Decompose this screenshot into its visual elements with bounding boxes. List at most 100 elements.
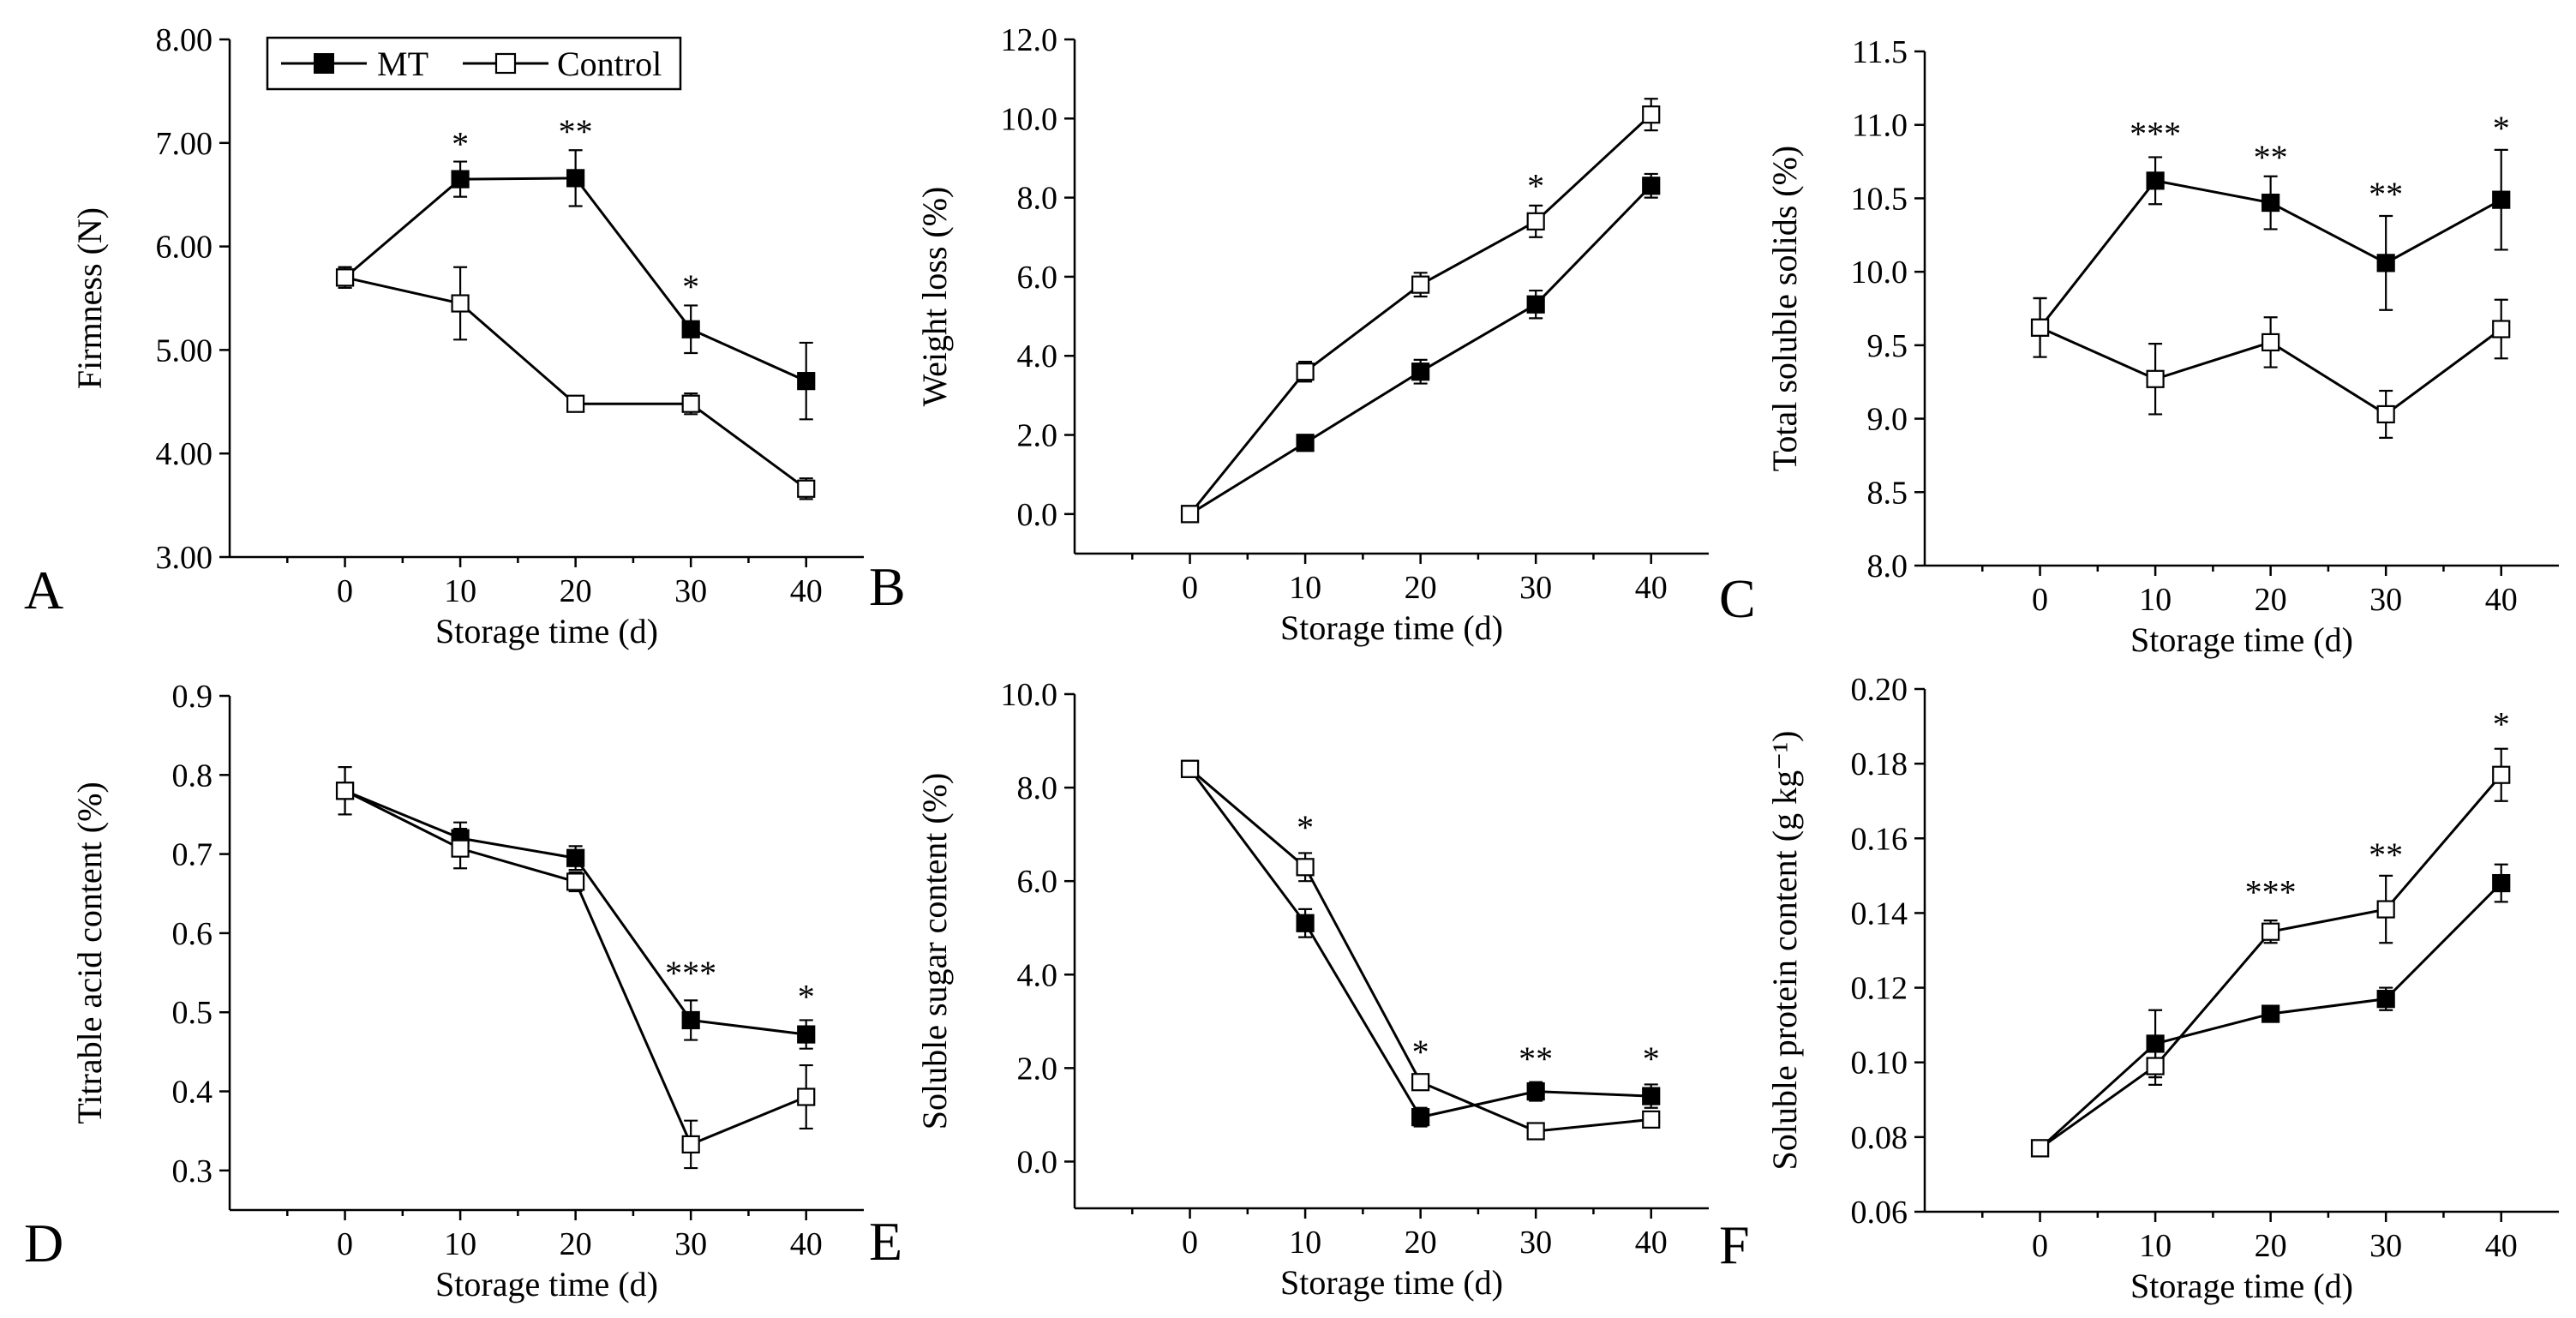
data-point: [1296, 434, 1315, 452]
x-tick-label: 40: [1635, 570, 1668, 606]
y-axis-title: Firmness (N): [70, 207, 109, 389]
x-tick-label: 40: [2485, 1228, 2518, 1264]
significance-label: *: [452, 124, 469, 163]
y-tick-label: 8.0: [1017, 181, 1058, 217]
data-point: [2146, 171, 2165, 190]
y-tick-label: 8.00: [156, 22, 213, 58]
data-point: [335, 268, 355, 287]
significance-label: ***: [2130, 115, 2181, 153]
series-control: [335, 266, 816, 500]
significance-label: *: [1412, 1033, 1429, 1071]
series-control: [2030, 747, 2511, 1158]
data-point: [566, 872, 585, 891]
data-point: [1296, 362, 1315, 381]
y-tick-label: 5.00: [156, 332, 213, 368]
significance-label: *: [2493, 109, 2510, 147]
series-line: [1189, 113, 1652, 515]
panel-f: 0.06 0.08 0.10 0.12 0.14 0.16 0.18 0.20 0 10 20 30 4…: [1719, 672, 2559, 1305]
panel-letter: C: [1719, 568, 1756, 629]
x-axis-title: Storage time (d): [435, 612, 658, 650]
series-mt: [335, 765, 816, 1050]
data-point: [1526, 212, 1545, 231]
legend-mt-marker: [314, 53, 334, 74]
x-tick-label: 30: [674, 1226, 707, 1262]
x-tick-label: 10: [444, 1226, 476, 1262]
legend-mt-label: MT: [377, 45, 428, 83]
significance-label: *: [1527, 167, 1544, 206]
y-tick-label: 9.0: [1867, 402, 1908, 438]
x-tick-label: 40: [790, 573, 823, 609]
panel-letter: D: [24, 1213, 63, 1273]
data-point: [797, 1087, 816, 1106]
data-point: [2492, 320, 2511, 338]
x-tick-label: 20: [1405, 570, 1437, 606]
y-tick-label: 0.08: [1851, 1120, 1908, 1156]
data-point: [1411, 1073, 1430, 1092]
y-tick-label: 0.16: [1851, 821, 1908, 857]
y-tick-label: 0.9: [172, 679, 213, 715]
x-tick-label: 20: [560, 573, 592, 609]
y-tick-label: 12.0: [1001, 22, 1058, 58]
data-point: [1526, 1082, 1545, 1101]
legend: MT Control: [266, 36, 682, 91]
y-tick-label: 0.0: [1017, 497, 1058, 533]
y-tick-label: 11.5: [1852, 34, 1908, 70]
series-control: [2030, 297, 2511, 439]
panel-letter: A: [24, 560, 63, 620]
y-tick-label: 10.0: [1001, 677, 1058, 713]
significance-label: *: [1297, 808, 1314, 847]
y-tick-label: 9.5: [1867, 328, 1908, 364]
x-axis-title: Storage time (d): [1280, 1263, 1503, 1302]
x-tick-label: 10: [2139, 582, 2172, 618]
y-tick-label: 0.10: [1851, 1045, 1908, 1081]
data-point: [797, 372, 816, 391]
y-tick-label: 0.14: [1851, 896, 1908, 932]
x-axis-title: Storage time (d): [435, 1265, 658, 1303]
panel-a: 3.00 4.00 5.00 6.00 7.00 8.00 0 10 20 30 40 Storage…: [24, 22, 864, 650]
significance-label: ***: [665, 954, 716, 992]
panel-letter: B: [869, 556, 906, 617]
data-point: [681, 1135, 700, 1153]
panel-c: 8.0 8.5 9.0 9.5 10.0 10.5 11.0 11.5 0 10 20 30 40 Sto…: [1719, 34, 2559, 659]
data-point: [2376, 990, 2395, 1009]
x-tick-label: 30: [2369, 582, 2402, 618]
data-point: [2376, 404, 2395, 424]
significance-label: *: [1643, 1039, 1660, 1078]
data-point: [566, 394, 585, 413]
data-point: [2146, 369, 2165, 388]
x-tick-label: 20: [560, 1226, 592, 1262]
x-tick-label: 0: [2032, 582, 2048, 618]
x-axis-title: Storage time (d): [2130, 620, 2353, 659]
y-tick-label: 0.4: [172, 1075, 213, 1111]
y-axis-title: Soluble sugar content (%): [915, 773, 954, 1130]
significance-label: **: [1519, 1039, 1553, 1078]
data-point: [2376, 900, 2395, 919]
data-point: [1411, 362, 1430, 381]
data-point: [451, 839, 470, 858]
x-tick-label: 0: [1182, 1225, 1198, 1261]
x-tick-label: 20: [1405, 1225, 1437, 1261]
y-tick-label: 8.5: [1867, 475, 1908, 511]
x-tick-label: 10: [2139, 1228, 2172, 1264]
data-point: [2261, 332, 2280, 352]
x-axis-title: Storage time (d): [1280, 608, 1503, 647]
significance-label: **: [2369, 175, 2403, 213]
y-tick-label: 2.0: [1017, 418, 1058, 454]
data-point: [2492, 765, 2511, 784]
x-tick-label: 30: [1519, 1225, 1552, 1261]
y-tick-label: 0.0: [1017, 1144, 1058, 1180]
data-point: [1411, 1108, 1430, 1127]
significance-label: *: [682, 267, 699, 306]
data-point: [1642, 177, 1661, 195]
y-tick-label: 6.0: [1017, 864, 1058, 900]
data-point: [451, 294, 470, 313]
x-tick-label: 0: [1182, 570, 1198, 606]
panel-e: 0.0 2.0 4.0 6.0 8.0 10.0 0 10 20 30 40 Storage time…: [869, 677, 1709, 1302]
y-tick-label: 4.00: [156, 436, 213, 472]
y-tick-label: 10.0: [1851, 255, 1908, 291]
x-tick-label: 30: [1519, 570, 1552, 606]
y-tick-label: 10.0: [1001, 101, 1058, 137]
y-tick-label: 0.8: [172, 758, 213, 794]
data-point: [335, 782, 355, 800]
